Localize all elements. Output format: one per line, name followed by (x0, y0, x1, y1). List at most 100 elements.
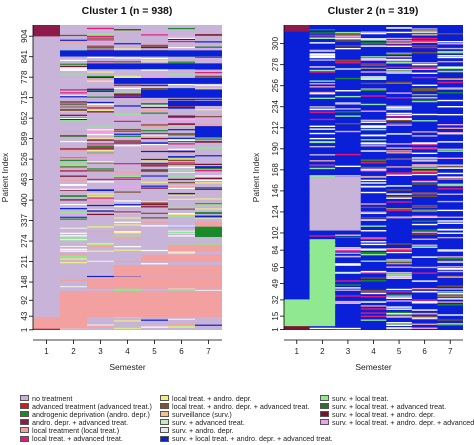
heatmap-cell (60, 192, 87, 194)
heatmap-cell (411, 323, 438, 325)
heatmap-cell (411, 135, 438, 137)
heatmap-block (284, 25, 310, 32)
heatmap-cell (309, 50, 336, 52)
heatmap-cell (195, 216, 222, 218)
heatmap-cell (195, 138, 222, 140)
heatmap-block (87, 276, 222, 289)
heatmap-cell (60, 203, 87, 206)
heatmap-cell (87, 139, 114, 141)
heatmap-cell (141, 125, 168, 127)
heatmap-cell (168, 178, 195, 181)
heatmap-cell (87, 87, 114, 89)
heatmap-cell (309, 32, 336, 34)
heatmap-cell (114, 145, 141, 147)
heatmap-cell (437, 88, 463, 90)
heatmap-cell (360, 42, 387, 44)
heatmap-cell (360, 95, 387, 97)
heatmap-cell (114, 96, 141, 98)
heatmap-cell (195, 177, 222, 180)
heatmap-cell (335, 59, 361, 61)
heatmap-cell (386, 276, 412, 278)
heatmap-cell (386, 174, 412, 176)
y-tick-label: 146 (271, 184, 280, 198)
heatmap-cell (437, 81, 463, 84)
heatmap-cell (437, 275, 463, 278)
heatmap-cell (437, 291, 463, 293)
heatmap-cell (386, 197, 412, 199)
heatmap-cell (87, 324, 114, 326)
heatmap-cell (309, 59, 336, 61)
heatmap-cell (60, 157, 87, 159)
heatmap-cell (114, 84, 141, 86)
heatmap-cell (360, 31, 387, 33)
heatmap-cell (87, 143, 114, 145)
heatmap-cell (141, 60, 168, 62)
legend-swatch (160, 395, 169, 401)
heatmap-cell (386, 52, 412, 55)
heatmap-cell (168, 232, 195, 234)
heatmap-cell (411, 195, 438, 197)
heatmap-cell (386, 185, 412, 187)
heatmap-cell (386, 107, 412, 109)
heatmap-cell (195, 208, 222, 210)
heatmap-cell (360, 162, 387, 164)
heatmap-cell (87, 162, 114, 164)
heatmap-cell (141, 109, 168, 112)
heatmap-cell (168, 83, 195, 86)
heatmap-cell (114, 224, 141, 226)
heatmap-cell (437, 47, 463, 50)
heatmap-cell (437, 167, 463, 169)
heatmap-cell (60, 65, 87, 68)
heatmap-cell (360, 312, 387, 314)
heatmap-cell (437, 249, 463, 251)
heatmap-cell (411, 231, 438, 233)
heatmap-cell (411, 192, 438, 194)
heatmap-cell (87, 243, 114, 246)
heatmap-cell (386, 166, 412, 168)
heatmap-cell (87, 226, 114, 228)
legend: no treatment advanced treatment (advanced… (20, 393, 474, 443)
heatmap-cell (168, 38, 195, 41)
heatmap-cell (411, 180, 438, 183)
heatmap-cell (87, 147, 114, 149)
heatmap-cell (386, 105, 412, 108)
x-tick-label: 2 (320, 347, 325, 356)
heatmap-cell (386, 58, 412, 61)
heatmap-cell (168, 106, 195, 108)
heatmap-cell (335, 250, 361, 252)
heatmap-cell (60, 189, 87, 191)
heatmap-cell (195, 109, 222, 111)
heatmap-cell (411, 29, 438, 31)
heatmap-cell (60, 255, 87, 258)
heatmap-cell (309, 137, 336, 140)
legend-swatch (20, 403, 29, 410)
heatmap-cell (360, 125, 387, 127)
heatmap-cell (437, 256, 463, 258)
heatmap-cell (360, 38, 387, 40)
heatmap-cell (360, 159, 387, 161)
heatmap-block (33, 25, 60, 37)
heatmap-cell (87, 133, 114, 136)
heatmap-block (195, 222, 222, 227)
heatmap-cell (437, 99, 463, 102)
heatmap-cell (60, 66, 87, 68)
heatmap-cells (284, 25, 463, 330)
heatmap-cell (411, 287, 438, 290)
heatmap-cell (60, 92, 87, 94)
heatmap-cell (87, 157, 114, 159)
heatmap-cell (437, 324, 463, 326)
heatmap-cell (87, 231, 114, 233)
heatmap-cell (141, 170, 168, 172)
heatmap-cell (411, 87, 438, 90)
legend-swatch (320, 395, 329, 401)
y-tick-label: 148 (20, 275, 29, 289)
heatmap-cell (60, 286, 87, 288)
legend-item: surv. + local treat. (320, 393, 388, 403)
heatmap-cell (386, 324, 412, 327)
heatmap-cell (411, 233, 438, 235)
heatmap-cell (411, 238, 438, 240)
heatmap-cell (114, 171, 141, 173)
heatmap-cell (411, 84, 438, 87)
heatmap-cell (411, 28, 438, 30)
heatmap-cell (360, 272, 387, 274)
